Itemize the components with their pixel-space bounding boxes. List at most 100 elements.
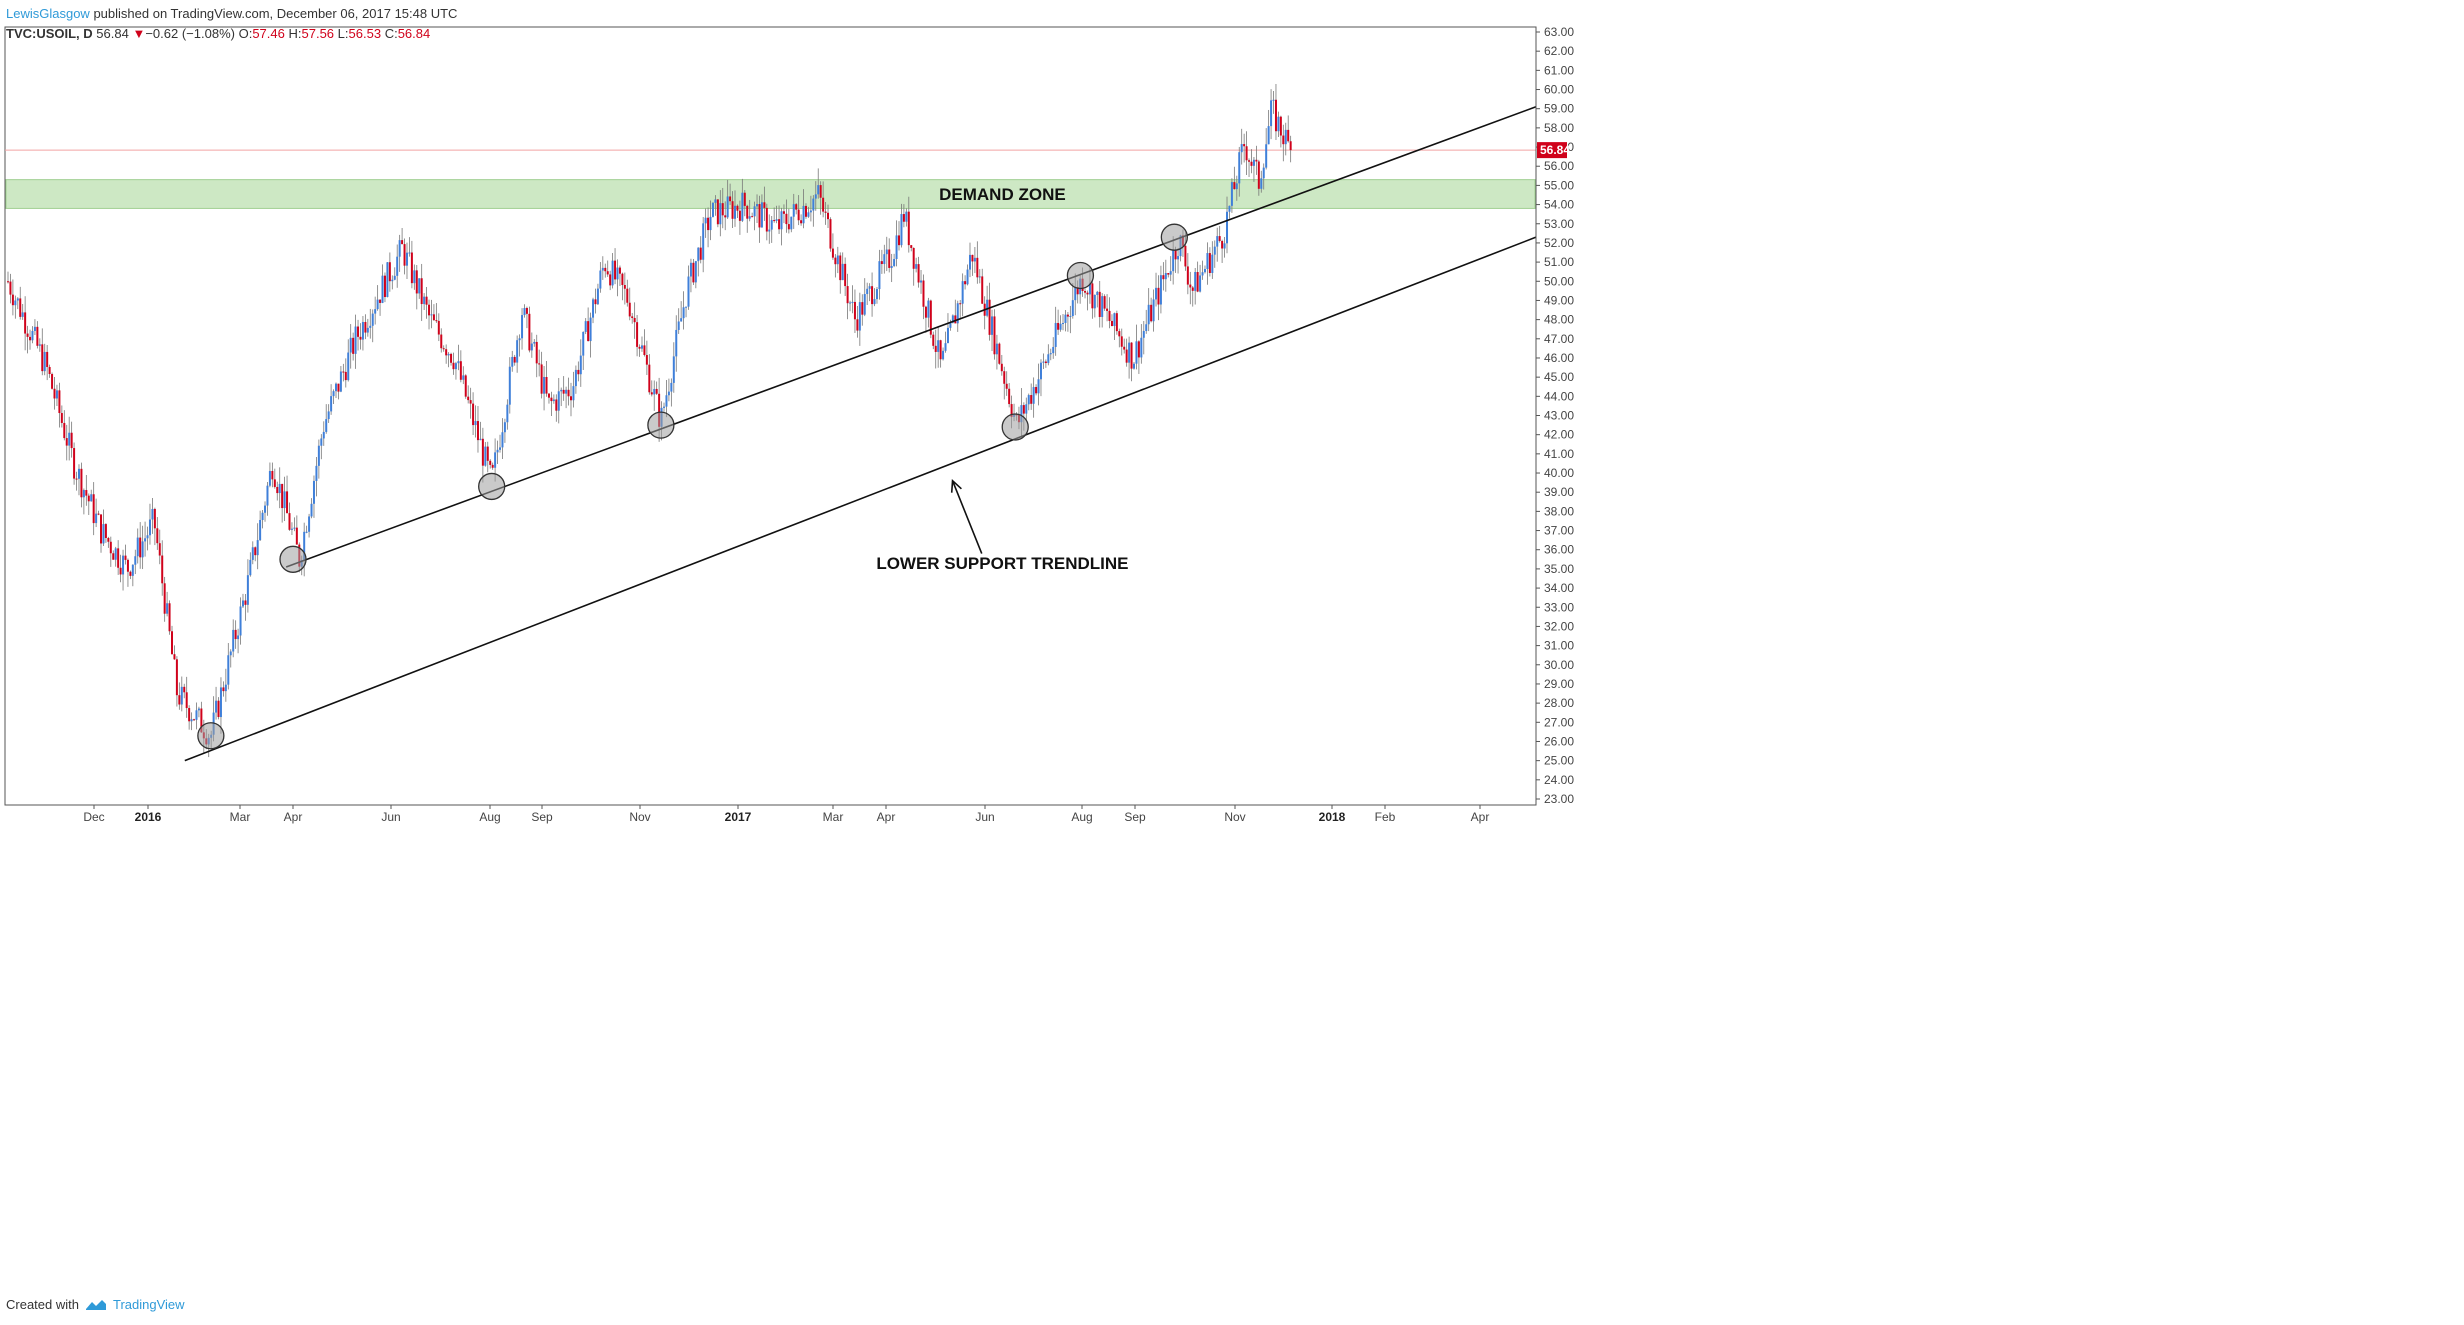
candle [1279,115,1282,148]
candle-up-body [596,288,599,305]
y-axis[interactable]: 23.00 24.00 25.00 26.00 27.00 28.00 29.00 30.00… [1535,25,1574,806]
x-tick-label: Nov [629,810,650,824]
candle-up-body [841,263,844,281]
candle-up-body [1284,129,1287,145]
candle [1115,310,1118,335]
candle-down-body [352,337,355,354]
candle-up-body [508,366,511,405]
candle [596,283,599,305]
candle-down-body [604,267,607,272]
candle-down-body [699,247,702,260]
high-value: 57.56 [301,26,335,41]
candle-up-body [68,432,71,446]
candle-up-body [601,267,604,271]
candle [822,181,825,218]
candle-down-body [800,220,803,224]
candle [1064,310,1067,332]
candle-down-body [993,316,996,355]
candle [1206,242,1209,285]
candle [379,299,382,316]
candle [552,394,555,404]
author-link[interactable]: LewisGlasgow [6,6,90,21]
candle-up-body [760,202,763,228]
candle-down-body [222,687,225,692]
candle [43,343,46,376]
y-tick-label: 28.00 [1544,696,1574,710]
candle-up-body [709,216,712,231]
candle-down-body [337,383,340,392]
candle-up-body [151,508,154,520]
candle-up-body [1226,211,1229,244]
candle [1135,324,1138,370]
candle-up-body [1052,346,1055,354]
candle [741,178,744,223]
candle-up-body [391,279,394,282]
candle-down-body [51,374,54,389]
candle [1000,354,1003,376]
candle [141,525,144,570]
candle [736,204,739,218]
candle-up-body [423,296,426,305]
candle [337,383,340,400]
candle-down-body [1233,182,1236,190]
candle-down-body [1130,342,1133,369]
candle-down-body [1174,249,1177,260]
candle [601,256,604,280]
candle-up-body [1093,294,1096,309]
candle-down-body [645,354,648,365]
candle-down-body [36,326,39,346]
candle [910,244,913,252]
candle-up-body [283,491,286,509]
candle-up-body [1059,323,1062,330]
candle-down-body [736,205,739,211]
y-tick-label: 48.00 [1544,313,1574,327]
candle-down-body [716,199,719,225]
lower-support-trendline[interactable] [184,236,1537,762]
candle-down-body [464,375,467,397]
candle [256,523,259,570]
tradingview-link[interactable]: TradingView [112,1297,185,1312]
candle-down-body [425,296,428,305]
candle [286,475,289,514]
candle-up-body [1069,315,1072,317]
candle [1245,131,1248,176]
candle [538,349,541,377]
candle [702,217,705,273]
candle [1140,324,1143,364]
candle-up-body [310,503,313,517]
candle-up-body [264,505,267,513]
candle-up-body [768,229,771,232]
upper-trendline[interactable] [285,106,1537,568]
x-axis[interactable]: Dec 2016 Mar Apr Jun Aug Sep Nov 2017 Mar Apr Jun Au… [83,805,1489,824]
candle [932,331,935,350]
candle-up-body [675,329,678,357]
candle [119,554,122,583]
candle [604,263,607,278]
candle-up-body [518,338,521,341]
candle [393,267,396,281]
candle-up-body [251,547,254,560]
candle-up-body [890,265,893,268]
candle [188,705,191,730]
candle [315,456,318,497]
touch-point-circle [197,722,225,750]
candle-down-body [1030,395,1033,404]
candle-up-body [320,438,323,446]
candle-down-body [976,257,979,278]
candle [82,488,85,515]
candle [966,264,969,286]
candle [1194,267,1197,305]
candle [161,540,164,596]
candle-down-body [467,396,470,401]
candle [1113,312,1116,340]
candle-down-body [188,708,191,722]
candle-down-body [403,244,406,266]
candle-up-body [780,211,783,230]
candle [1042,353,1045,370]
candle-down-body [743,192,746,206]
candle [129,570,132,580]
candle [976,241,979,284]
y-tick-label: 50.00 [1544,274,1574,288]
candle [215,686,218,720]
